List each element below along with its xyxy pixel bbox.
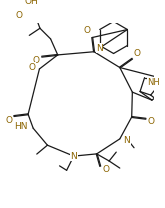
Text: O: O <box>133 49 140 58</box>
Text: O: O <box>148 117 155 126</box>
Text: HN: HN <box>14 122 28 131</box>
Text: NH: NH <box>147 78 160 87</box>
Text: N: N <box>124 136 130 145</box>
Text: O: O <box>148 117 155 126</box>
Text: O: O <box>33 56 40 65</box>
Text: N: N <box>96 44 103 53</box>
Text: N: N <box>70 152 77 161</box>
Text: OH: OH <box>24 0 38 6</box>
Text: OH: OH <box>24 0 38 6</box>
Text: N: N <box>70 152 77 161</box>
Text: O: O <box>33 56 40 65</box>
Text: O: O <box>5 116 12 125</box>
Text: O: O <box>83 26 90 35</box>
Text: O: O <box>83 26 90 35</box>
Text: N: N <box>96 44 103 53</box>
Text: O: O <box>29 63 36 72</box>
Text: O: O <box>29 63 36 72</box>
Text: NH: NH <box>147 78 160 87</box>
Text: O: O <box>5 116 12 125</box>
Text: O: O <box>102 165 109 174</box>
Text: O: O <box>15 11 22 20</box>
Text: O: O <box>15 11 22 20</box>
Text: O: O <box>133 49 140 58</box>
Text: O: O <box>102 165 109 174</box>
Text: N: N <box>124 136 130 145</box>
Text: HN: HN <box>14 122 28 131</box>
